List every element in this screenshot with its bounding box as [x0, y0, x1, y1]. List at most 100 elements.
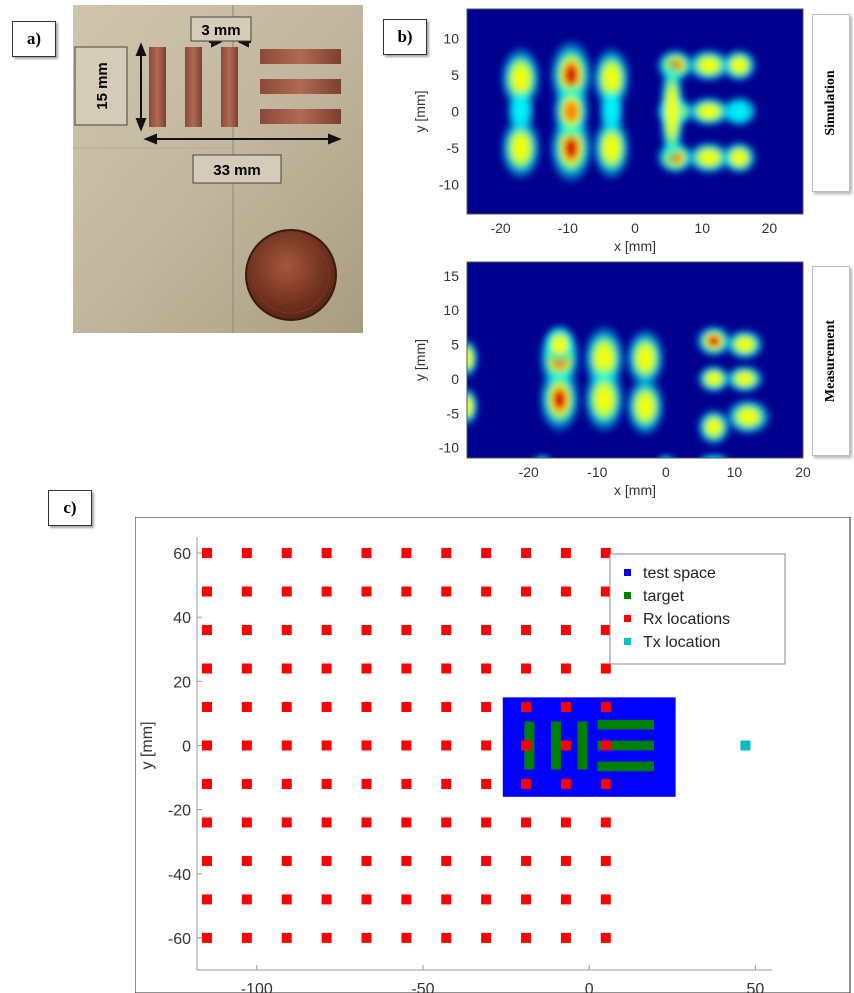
rx-location-marker [361, 548, 372, 559]
rx-location-marker [401, 932, 412, 943]
meas-blob-15-yellow [731, 403, 765, 430]
rx-location-marker [201, 932, 212, 943]
reference-coin [245, 229, 337, 321]
rx-location-marker [321, 663, 332, 674]
target-bar [550, 721, 561, 770]
rx-location-marker [241, 701, 252, 712]
rx-location-marker [600, 817, 611, 828]
rx-location-marker [201, 740, 212, 751]
rx-location-marker [241, 894, 252, 905]
rx-location-marker [201, 548, 212, 559]
rx-location-marker [281, 778, 292, 789]
panel-b-label: b) [383, 19, 427, 55]
rx-location-marker [560, 663, 571, 674]
rx-location-marker [521, 701, 532, 712]
rx-location-marker [241, 817, 252, 828]
rx-location-marker [600, 778, 611, 789]
sim-blob-12-yellow [692, 53, 725, 78]
layout-ytick-label: -40 [168, 867, 191, 884]
rx-location-marker [481, 701, 492, 712]
rx-location-marker [481, 778, 492, 789]
rx-location-marker [481, 740, 492, 751]
rx-location-marker [600, 663, 611, 674]
rx-location-marker [481, 855, 492, 866]
rx-location-marker [600, 855, 611, 866]
tx-location-marker [740, 740, 751, 751]
rx-location-marker [600, 586, 611, 597]
rx-location-marker [441, 932, 452, 943]
sim-xtick-label: 0 [631, 220, 639, 236]
rx-location-marker [361, 855, 372, 866]
legend-label: test space [643, 565, 716, 582]
rx-location-marker [481, 663, 492, 674]
meas-blob-3-red [552, 389, 567, 410]
legend-marker [624, 615, 631, 622]
meas-blob-10-yellow [701, 368, 726, 390]
rx-location-marker [281, 740, 292, 751]
sim-blob-7-yellow [597, 125, 626, 171]
rx-location-marker [361, 663, 372, 674]
meas-xtick-label: 10 [727, 464, 743, 480]
rx-location-marker [560, 548, 571, 559]
meas-ytick-label: 15 [443, 268, 459, 284]
rx-location-marker [441, 894, 452, 905]
rx-location-marker [321, 855, 332, 866]
rx-location-marker [600, 548, 611, 559]
rx-location-marker [521, 894, 532, 905]
sim-blob-3-red [564, 63, 579, 86]
rx-location-marker [201, 817, 212, 828]
rx-location-marker [401, 701, 412, 712]
rx-location-marker [281, 817, 292, 828]
legend-label: Tx location [643, 634, 720, 651]
rx-location-marker [241, 548, 252, 559]
rx-location-marker [361, 932, 372, 943]
layout-xtick-label: -100 [241, 981, 273, 993]
rx-location-marker [521, 740, 532, 751]
sim-blob-2-cyan [505, 89, 536, 134]
meas-ylabel: y [mm] [412, 339, 428, 381]
rx-location-marker [401, 663, 412, 674]
rx-location-marker [241, 855, 252, 866]
meas-blob-0-yellow [467, 344, 476, 373]
meas-blob-8-yellow [631, 385, 660, 428]
rx-location-marker [241, 932, 252, 943]
target-photograph: 3 mm 15 mm 33 mm [73, 5, 363, 333]
sim-blob-17-yellow [726, 145, 752, 170]
layout-xtick-label: -50 [411, 981, 434, 993]
rx-location-marker [521, 586, 532, 597]
legend-label: target [643, 588, 684, 605]
rx-location-marker [441, 701, 452, 712]
meas-blob-1-yellow [467, 392, 476, 421]
meas-blob-11-yellow [701, 413, 726, 441]
rx-location-marker [481, 548, 492, 559]
dim-length-label: 33 mm [213, 162, 261, 179]
rx-location-marker [241, 778, 252, 789]
rx-location-marker [600, 894, 611, 905]
legend-marker [624, 592, 631, 599]
layout-ylabel: y [mm] [139, 721, 156, 769]
rx-location-marker [361, 817, 372, 828]
rx-location-marker [201, 586, 212, 597]
sim-blob-8-cyan [598, 88, 625, 135]
rx-location-marker [401, 548, 412, 559]
measurement-side-label: Measurement [812, 266, 850, 456]
rx-location-marker [361, 778, 372, 789]
meas-ytick-label: 10 [443, 302, 459, 318]
rx-location-marker [441, 778, 452, 789]
rx-location-marker [321, 701, 332, 712]
rx-location-marker [321, 740, 332, 751]
meas-blob-16-cyan [656, 454, 675, 458]
meas-blob-13-yellow [730, 333, 759, 356]
dim-height-label: 15 mm [94, 62, 111, 110]
rx-location-marker [481, 894, 492, 905]
rx-location-marker [241, 663, 252, 674]
meas-xlabel: x [mm] [614, 482, 656, 498]
sim-blob-16-cyan [720, 95, 758, 128]
rx-location-marker [481, 625, 492, 636]
layout-ytick-label: 0 [182, 738, 191, 755]
rx-location-marker [521, 817, 532, 828]
rx-location-marker [281, 894, 292, 905]
sim-ytick-label: -5 [447, 140, 460, 156]
simulation-side-label: Simulation [812, 14, 850, 192]
